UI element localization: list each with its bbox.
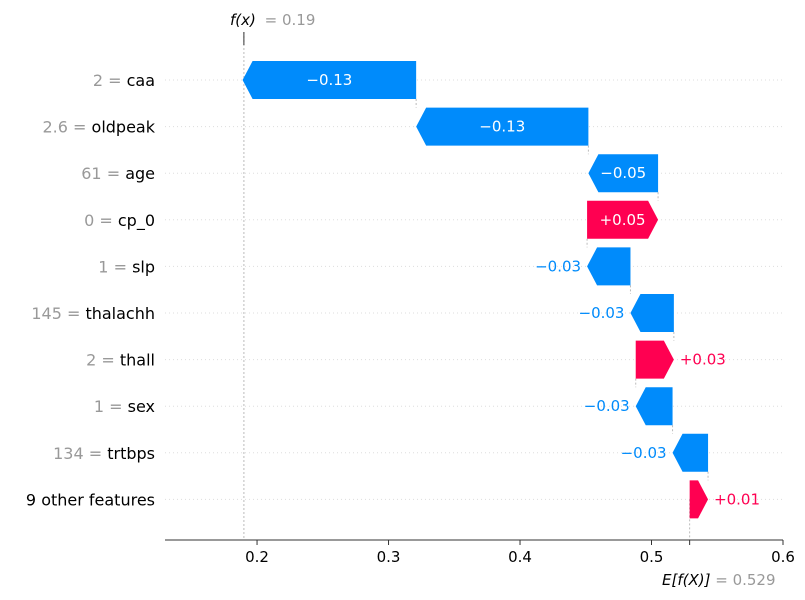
x-tick-label: 0.4 — [508, 548, 532, 566]
x-tick-label: 0.2 — [245, 548, 269, 566]
contribution-label: −0.03 — [579, 304, 625, 322]
contribution-label: −0.03 — [621, 444, 667, 462]
contribution-label: −0.13 — [479, 118, 525, 136]
bar-age — [588, 154, 659, 193]
x-tick-label: 0.5 — [640, 548, 664, 566]
efx-equals: = — [710, 571, 732, 589]
feature-label: 0 = cp_0 — [84, 210, 155, 230]
bar-caa — [242, 61, 417, 99]
feature-name: cp_0 — [118, 210, 155, 230]
bar-9-other-features — [689, 480, 709, 519]
contribution-label: −0.05 — [600, 164, 646, 182]
x-tick-label: 0.6 — [771, 548, 795, 566]
bars-layer: −0.13 −0.13 −0.05 +0.05 −0.03 −0.03 +0.03 −0.03… — [242, 61, 760, 519]
x-axis: 0.2 0.3 0.4 0.5 0.6 — [165, 539, 795, 566]
feature-value: 134 = — [53, 443, 107, 462]
feature-value: 1 = — [98, 257, 132, 276]
feature-value: 0 = — [84, 210, 118, 229]
feature-name: age — [125, 164, 155, 183]
feature-name: 9 other features — [26, 490, 155, 509]
efx-value: 0.529 — [733, 571, 776, 589]
feature-label: 145 = thalachh — [31, 304, 155, 323]
fx-symbol: f(x) — [230, 11, 256, 29]
feature-value: 61 = — [81, 164, 125, 183]
feature-label: 134 = trtbps — [53, 443, 155, 462]
feature-value: 2 = — [86, 350, 120, 369]
feature-name: caa — [127, 71, 155, 90]
efx-symbol: E[f(X)] — [662, 571, 711, 589]
bar-thall — [635, 340, 674, 379]
feature-value: 1 = — [94, 397, 128, 416]
contribution-label: −0.03 — [535, 257, 581, 275]
contribution-label: +0.05 — [600, 211, 646, 229]
bar-trtbps — [672, 433, 709, 472]
feature-name: slp — [132, 257, 155, 276]
feature-name: thall — [120, 350, 155, 369]
feature-label: 2 = thall — [86, 350, 155, 369]
bar-cp_0 — [587, 200, 659, 239]
bar-oldpeak — [416, 107, 589, 146]
fx-value: 0.19 — [282, 11, 315, 29]
feature-label: 61 = age — [81, 164, 155, 183]
contribution-label: +0.01 — [714, 490, 760, 508]
contribution-label: −0.13 — [306, 71, 352, 89]
feature-value: 2 = — [93, 71, 127, 90]
feature-label: 1 = sex — [94, 397, 155, 416]
contribution-label: −0.03 — [584, 397, 630, 415]
reference-lines — [243, 32, 709, 540]
feature-name: trtbps — [107, 443, 155, 462]
feature-name: thalachh — [85, 304, 155, 323]
feature-name: sex — [128, 397, 155, 416]
feature-label: 2 = caa — [93, 71, 155, 90]
feature-value: 145 = — [31, 304, 85, 323]
efx-label: E[f(X)] = 0.529 — [662, 571, 776, 589]
feature-label: 9 other features — [26, 490, 155, 509]
x-tick-label: 0.3 — [377, 548, 401, 566]
feature-value: 2.6 = — [43, 117, 92, 136]
feature-label: 2.6 = oldpeak — [43, 117, 156, 136]
bar-slp — [587, 247, 631, 286]
fx-label: f(x) = 0.19 — [230, 11, 315, 29]
feature-labels: 2 = caa 2.6 = oldpeak 61 = age 0 = cp_0 1 = … — [26, 71, 156, 509]
feature-name: oldpeak — [92, 117, 156, 136]
bar-sex — [635, 387, 673, 426]
fx-equals: = — [260, 11, 282, 29]
contribution-label: +0.03 — [680, 351, 726, 369]
feature-label: 1 = slp — [98, 257, 155, 276]
bar-thalachh — [630, 294, 674, 332]
